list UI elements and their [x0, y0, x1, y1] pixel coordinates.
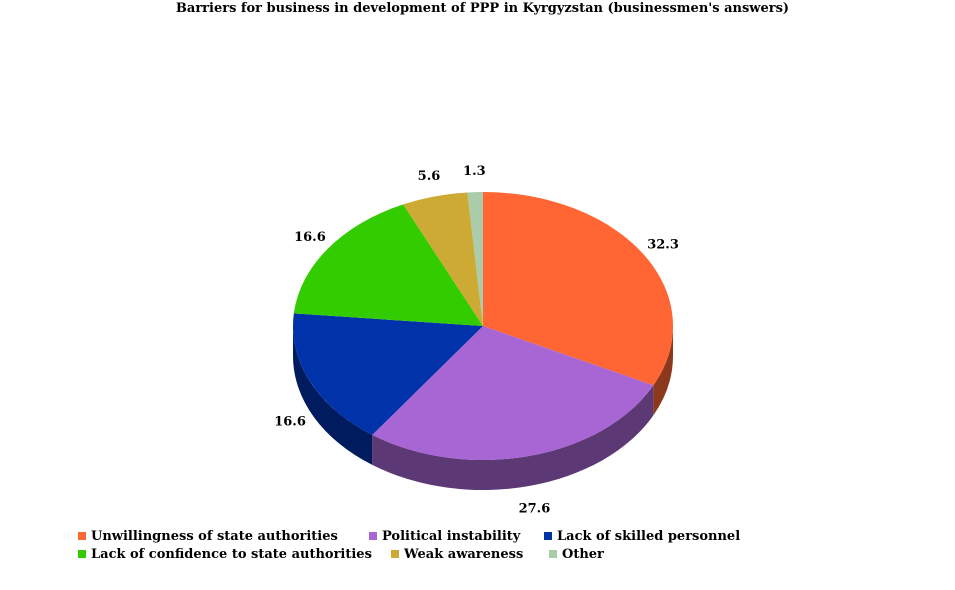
legend-swatch: [369, 532, 377, 540]
pie-slice: [293, 204, 483, 326]
legend-swatch: [391, 550, 399, 558]
data-label: 16.6: [274, 415, 306, 430]
pie-slice-side: [653, 326, 673, 416]
pie-top: [293, 192, 673, 461]
pie-slice: [483, 192, 673, 386]
chart-title: Barriers for business in development of …: [175, 1, 790, 16]
legend: Unwillingness of state authorities Polit…: [78, 527, 798, 563]
legend-row-1: Unwillingness of state authorities Polit…: [78, 527, 798, 545]
data-label: 27.6: [519, 501, 551, 516]
legend-label: Lack of confidence to state authorities: [91, 546, 372, 562]
data-label: 16.6: [294, 230, 326, 245]
pie-slice: [372, 326, 654, 461]
legend-item: Political instability: [369, 529, 544, 544]
legend-label: Political instability: [382, 528, 521, 544]
legend-label: Weak awareness: [404, 546, 524, 562]
pie-slice: [403, 192, 483, 326]
pie-slice: [467, 192, 483, 326]
pie-slice-side: [372, 385, 654, 490]
data-label: 32.3: [647, 238, 679, 253]
data-label: 1.3: [463, 164, 486, 179]
pie-sides: [293, 326, 673, 490]
legend-label: Unwillingness of state authorities: [91, 528, 338, 544]
legend-label: Other: [562, 546, 604, 562]
legend-label: Lack of skilled personnel: [557, 528, 741, 544]
legend-swatch: [549, 550, 557, 558]
pie-labels: 32.3 27.6 16.6 16.6 5.6 1.3: [274, 164, 679, 516]
data-label: 5.6: [418, 169, 441, 184]
legend-swatch: [78, 532, 86, 540]
legend-row-2: Lack of confidence to state authorities …: [78, 545, 798, 563]
legend-item: Lack of confidence to state authorities: [78, 547, 391, 562]
legend-swatch: [544, 532, 552, 540]
legend-item: Weak awareness: [391, 547, 549, 562]
legend-swatch: [78, 550, 86, 558]
pie-slice-side: [293, 326, 373, 465]
legend-item: Unwillingness of state authorities: [78, 529, 369, 544]
legend-item: Lack of skilled personnel: [544, 529, 740, 544]
pie-slice: [293, 313, 483, 435]
legend-item: Other: [549, 547, 604, 562]
